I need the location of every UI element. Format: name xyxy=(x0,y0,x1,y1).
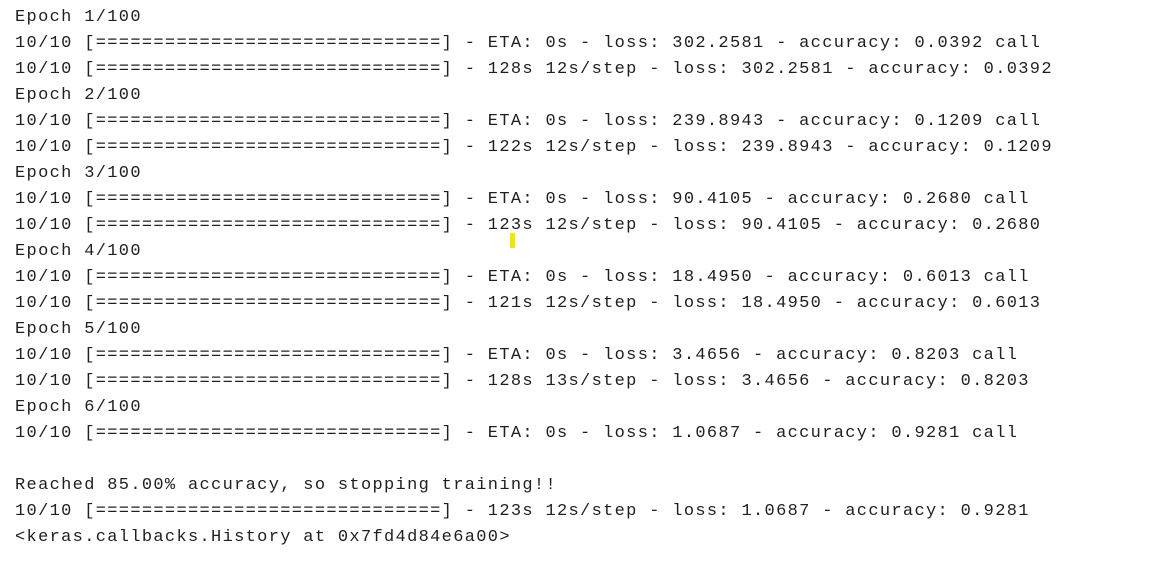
console-line: 10/10 [==============================] -… xyxy=(15,138,1053,157)
console-line: 10/10 [==============================] -… xyxy=(15,424,1019,443)
console-line: Epoch 2/100 xyxy=(15,86,142,105)
console-line: Epoch 3/100 xyxy=(15,164,142,183)
console-line: 10/10 [==============================] -… xyxy=(15,190,1030,209)
console-line: Epoch 4/100 xyxy=(15,242,142,261)
console-line: 10/10 [==============================] -… xyxy=(15,216,1042,235)
console-line: 10/10 [==============================] -… xyxy=(15,346,1019,365)
console-line: 10/10 [==============================] -… xyxy=(15,268,1030,287)
console-line: Epoch 1/100 xyxy=(15,8,142,27)
console-line: 10/10 [==============================] -… xyxy=(15,112,1042,131)
console-line: 10/10 [==============================] -… xyxy=(15,372,1030,391)
text-cursor xyxy=(510,233,515,248)
console-line: 10/10 [==============================] -… xyxy=(15,294,1042,313)
console-line: <keras.callbacks.History at 0x7fd4d84e6a… xyxy=(15,528,511,547)
console-line: 10/10 [==============================] -… xyxy=(15,34,1042,53)
console-line: Epoch 6/100 xyxy=(15,398,142,417)
console-line: 10/10 [==============================] -… xyxy=(15,502,1030,521)
console-output: Epoch 1/100 10/10 [======================… xyxy=(15,5,1053,551)
console-line: Reached 85.00% accuracy, so stopping tra… xyxy=(15,476,557,495)
console-line: 10/10 [==============================] -… xyxy=(15,60,1053,79)
console-line: Epoch 5/100 xyxy=(15,320,142,339)
